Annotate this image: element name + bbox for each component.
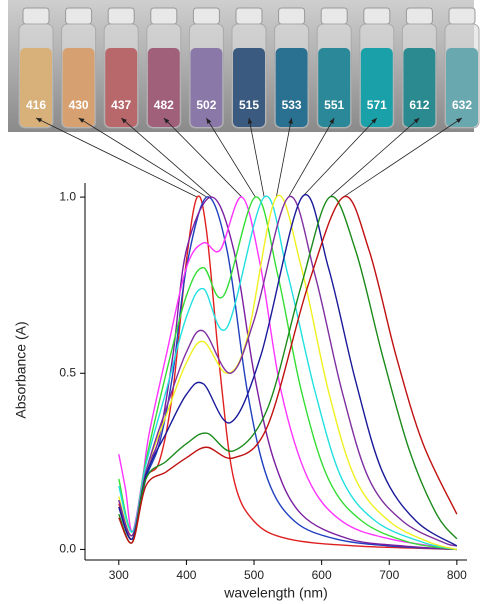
vial-cap (320, 7, 348, 25)
arrow (248, 117, 265, 198)
vial-label: 430 (69, 98, 89, 112)
arrow-head (36, 118, 42, 123)
vial-liquid (446, 48, 478, 127)
arrow-head (78, 118, 85, 123)
vial-cap (65, 7, 93, 25)
vial-label: 632 (452, 98, 472, 112)
arrow (163, 117, 243, 198)
arrow (206, 117, 256, 198)
arrow (120, 117, 212, 198)
y-tick-label: 0.0 (59, 542, 76, 556)
vial-liquid (20, 48, 52, 127)
vial-label: 571 (367, 98, 387, 112)
arrow-head (456, 118, 462, 124)
vial-cap (448, 7, 476, 25)
spectrum-line (118, 196, 457, 551)
arrow-head (371, 118, 377, 124)
vial-liquid (190, 48, 223, 127)
x-tick-label: 500 (244, 568, 264, 582)
vial-label: 515 (239, 98, 259, 112)
vial-label: 533 (282, 98, 302, 112)
spectrum-line (118, 195, 458, 544)
arrow (275, 117, 292, 198)
arrow (301, 117, 378, 198)
x-tick-label: 400 (176, 568, 196, 582)
arrow-head (288, 118, 293, 124)
y-tick-label: 1.0 (59, 189, 76, 203)
vial-liquid (318, 48, 351, 127)
arrows (35, 117, 463, 198)
vial-cap (150, 7, 178, 25)
vial-liquid (147, 48, 180, 127)
spectrum-line (118, 195, 458, 551)
arrow-head (121, 118, 127, 124)
vial-liquid (105, 48, 138, 127)
spectrum-line (118, 195, 458, 547)
vial-cap (107, 7, 135, 25)
spectrum-line (118, 194, 458, 551)
vial-label: 437 (111, 98, 131, 112)
arrow (343, 117, 463, 198)
arrow (35, 117, 198, 198)
x-tick-label: 800 (447, 568, 467, 582)
vial-liquid (233, 48, 265, 127)
vial-label: 502 (196, 98, 216, 112)
vial-label: 551 (324, 98, 344, 112)
vials: 416 430 437 482 502 515 533 551 571 612 632 (18, 7, 480, 129)
spectrum-line (118, 194, 458, 547)
spectrum-line (118, 196, 457, 551)
vial-liquid (360, 48, 393, 127)
vial-cap (192, 7, 220, 25)
arrow-head (163, 118, 170, 124)
vial-cap (405, 7, 433, 25)
vial-cap (363, 7, 391, 25)
vial-cap (22, 7, 50, 25)
vial-cap (278, 7, 306, 25)
arrow (329, 117, 420, 198)
arrow (288, 117, 335, 198)
vial-label: 416 (26, 98, 46, 112)
arrow-head (247, 118, 253, 124)
x-tick-label: 700 (379, 568, 399, 582)
vial-liquid (275, 48, 308, 127)
spectrum-line (118, 195, 458, 544)
arrow (78, 117, 207, 198)
x-tick-label: 600 (312, 568, 332, 582)
spectrum-line (118, 195, 457, 551)
arrow-head (329, 118, 335, 124)
vial-cap (235, 7, 263, 25)
vial-label: 612 (409, 98, 429, 112)
x-axis-label: wavelength (nm) (223, 585, 328, 601)
x-tick-label: 300 (109, 568, 129, 582)
vial-label: 482 (154, 98, 174, 112)
spectrum-line (118, 196, 457, 551)
vial-liquid (403, 48, 436, 127)
y-axis-label: Absorbance (A) (13, 321, 29, 418)
arrow-head (206, 118, 212, 124)
y-tick-label: 0.5 (59, 365, 76, 379)
spectrum-line (118, 196, 457, 551)
plot: 0.0 0.5 1.0 300 400 500 600 700 800 (59, 183, 467, 582)
arrow-head (413, 118, 420, 124)
vial-liquid (62, 48, 95, 127)
